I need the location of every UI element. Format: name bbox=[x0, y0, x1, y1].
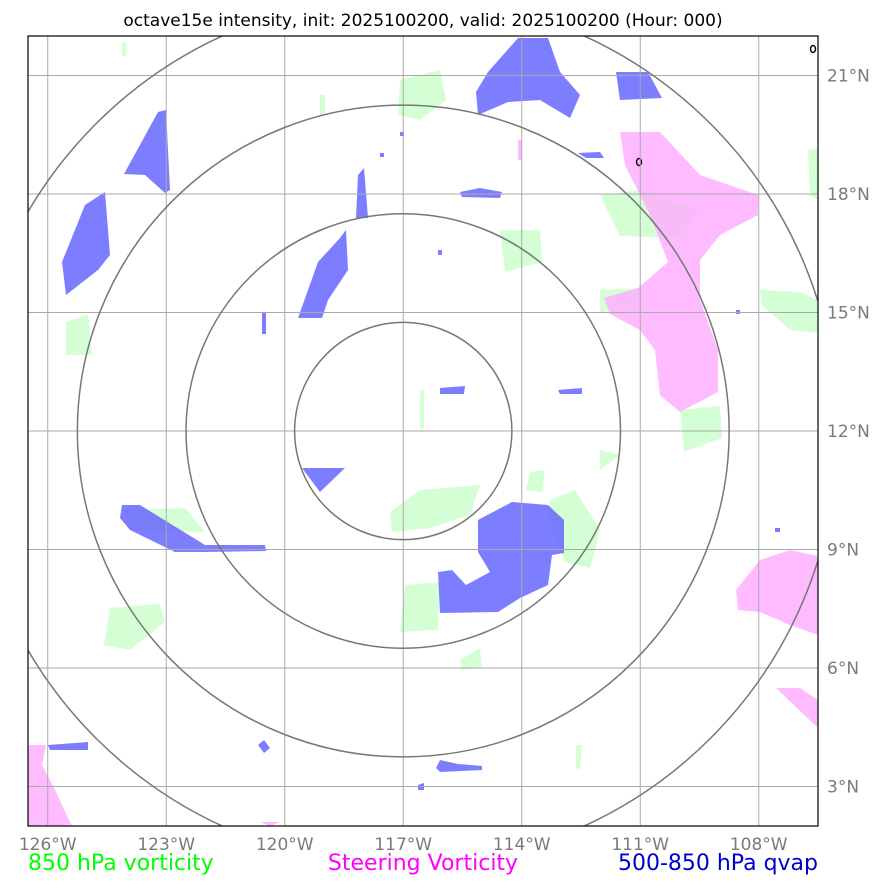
qvap-contour bbox=[440, 386, 465, 394]
y-axis-ticks: 21°N 18°N 15°N 12°N 9°N 6°N 3°N bbox=[827, 67, 870, 798]
qvap-contour bbox=[48, 742, 88, 750]
qvap-contour bbox=[775, 528, 780, 532]
qvap-contour bbox=[438, 250, 442, 255]
steering-vorticity-layer bbox=[28, 132, 818, 826]
legend-item: 850 hPa vorticity bbox=[28, 851, 214, 876]
intensity-contour bbox=[635, 157, 643, 167]
vorticity-850-contour bbox=[526, 470, 545, 492]
vorticity-850-contour bbox=[66, 314, 92, 355]
steering-vorticity-contour bbox=[260, 822, 280, 826]
map-area bbox=[28, 36, 818, 826]
steering-vorticity-contour bbox=[28, 745, 72, 826]
y-tick-label: 21°N bbox=[827, 67, 870, 87]
qvap-contour bbox=[298, 230, 348, 318]
vorticity-850-contour bbox=[500, 230, 542, 272]
vorticity-850-contour bbox=[400, 582, 440, 632]
range-ring bbox=[293, 321, 513, 541]
qvap-contour bbox=[438, 502, 564, 613]
vorticity-850-contour bbox=[420, 390, 424, 428]
range-ring bbox=[76, 104, 730, 758]
x-tick-label: 114°W bbox=[493, 835, 551, 855]
qvap-contour bbox=[380, 153, 384, 157]
x-axis-ticks: 126°W 123°W 120°W 117°W 114°W 111°W 108°W bbox=[19, 835, 788, 855]
x-tick-label: 117°W bbox=[374, 835, 432, 855]
grid-lines bbox=[28, 36, 818, 826]
map-title: octave15e intensity, init: 2025100200, v… bbox=[123, 11, 722, 31]
legend-item: 500-850 hPa qvap bbox=[617, 851, 818, 876]
qvap-contour bbox=[436, 760, 482, 772]
qvap-contour bbox=[476, 38, 580, 118]
x-tick-label: 123°W bbox=[137, 835, 195, 855]
range-rings bbox=[28, 36, 818, 826]
vorticity-850-contour bbox=[398, 70, 446, 120]
vorticity-850-contour bbox=[760, 290, 818, 333]
vorticity-850-contour bbox=[320, 95, 325, 116]
vorticity-850-layer bbox=[66, 42, 818, 770]
x-tick-label: 126°W bbox=[19, 835, 77, 855]
qvap-contour bbox=[62, 192, 110, 295]
x-tick-label: 120°W bbox=[256, 835, 314, 855]
vorticity-850-contour bbox=[680, 406, 722, 452]
x-tick-label: 108°W bbox=[730, 835, 788, 855]
steering-vorticity-contour bbox=[776, 688, 818, 728]
vorticity-850-contour bbox=[808, 148, 818, 200]
y-tick-label: 15°N bbox=[827, 304, 870, 324]
y-tick-label: 6°N bbox=[827, 659, 859, 679]
qvap-contour bbox=[120, 505, 266, 552]
qvap-contour bbox=[578, 152, 604, 158]
qvap-contour bbox=[616, 72, 662, 100]
qvap-contour bbox=[356, 168, 368, 218]
vorticity-850-contour bbox=[576, 745, 582, 770]
qvap-contour bbox=[258, 740, 270, 753]
steering-vorticity-contour bbox=[518, 140, 522, 160]
vorticity-850-contour bbox=[122, 42, 126, 56]
y-tick-label: 3°N bbox=[827, 778, 859, 798]
steering-vorticity-contour bbox=[736, 550, 818, 635]
y-tick-label: 18°N bbox=[827, 185, 870, 205]
qvap-contour bbox=[558, 388, 582, 394]
legend-item: Steering Vorticity bbox=[327, 851, 519, 876]
y-tick-label: 12°N bbox=[827, 422, 870, 442]
range-ring bbox=[185, 213, 622, 649]
qvap-layer bbox=[48, 38, 780, 790]
vorticity-850-contour bbox=[390, 485, 480, 532]
y-tick-label: 9°N bbox=[827, 541, 859, 561]
intensity-contours bbox=[635, 44, 817, 167]
qvap-contour bbox=[262, 312, 266, 334]
qvap-contour bbox=[460, 188, 502, 198]
intensity-contour bbox=[809, 44, 817, 54]
map-frame bbox=[27, 35, 819, 827]
vorticity-850-contour bbox=[600, 450, 620, 470]
x-tick-label: 111°W bbox=[611, 835, 669, 855]
steering-vorticity-contour bbox=[604, 132, 758, 412]
vorticity-850-contour bbox=[104, 604, 165, 650]
vorticity-850-contour bbox=[460, 648, 482, 670]
qvap-contour bbox=[124, 110, 170, 193]
qvap-contour bbox=[302, 468, 345, 492]
